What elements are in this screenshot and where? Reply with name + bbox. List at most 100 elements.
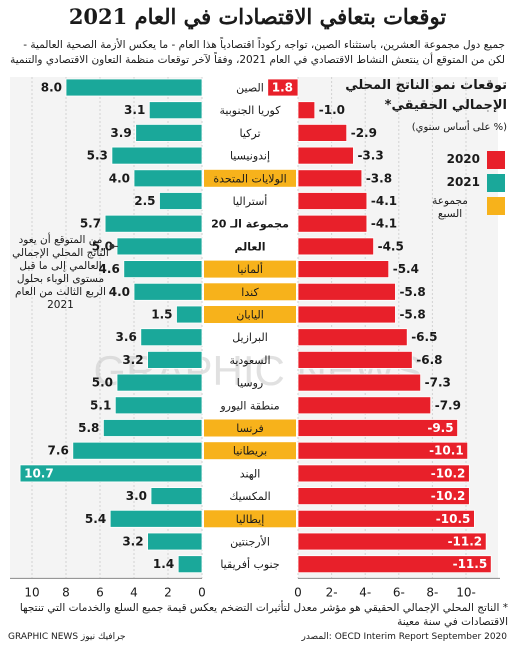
bar-2020-label: -11.2 <box>448 535 483 549</box>
intro-line-1: جميع دول مجموعة العشرين، باستثناء الصين،… <box>23 39 505 51</box>
bar-2020-label: -4.1 <box>371 217 397 231</box>
legend-swatch-g7 <box>487 197 505 215</box>
bar-2020 <box>297 532 487 551</box>
legend-label-2021: 2021 <box>446 175 480 189</box>
bar-2021 <box>116 237 203 256</box>
bar-2020-label: -7.9 <box>435 398 461 412</box>
bar-2021-label: 4.0 <box>109 171 130 185</box>
bar-2021 <box>148 101 203 120</box>
bar-2020-label: -9.5 <box>427 421 453 435</box>
bar-2020-label: -1.0 <box>319 103 345 117</box>
bar-2020 <box>297 328 408 347</box>
bar-2020 <box>297 146 354 165</box>
bar-2020-label: -5.8 <box>399 308 425 322</box>
category-label: إيطاليا <box>236 513 265 526</box>
legend-label-2020: 2020 <box>446 152 480 166</box>
category-label: روسيا <box>237 377 264 390</box>
bar-2020 <box>267 78 299 97</box>
bar-2020 <box>297 419 459 437</box>
g7-highlight <box>204 306 296 323</box>
bar-2021-label: 3.2 <box>122 535 143 549</box>
bar-2020 <box>297 237 374 256</box>
bar-2021-label: 3.6 <box>116 330 137 344</box>
right-axis-tick: 6- <box>393 585 405 599</box>
category-label: اليابان <box>236 309 264 322</box>
g7-highlight <box>204 442 296 460</box>
bar-2021-label: 5.8 <box>78 421 99 435</box>
bar-2020-label: -10.2 <box>431 466 466 480</box>
bar-2021-label: 7.6 <box>48 444 69 458</box>
footnote: * الناتج المحلي الإجمالي الحقيقي هو مؤشر… <box>19 602 508 628</box>
legend-swatch-2020 <box>487 151 505 169</box>
category-label: كوريا الجنوبية <box>220 104 282 117</box>
bar-2021 <box>140 328 203 347</box>
bar-2020 <box>297 373 422 392</box>
bar-2020-label: -6.8 <box>416 353 442 367</box>
left-axis-tick: 10 <box>24 585 39 599</box>
bar-2021 <box>177 555 203 574</box>
bar-2020 <box>297 487 470 506</box>
g7-highlight <box>204 419 296 437</box>
left-axis-tick: 0 <box>198 585 206 599</box>
bar-2021 <box>19 464 203 483</box>
bar-2021 <box>72 441 203 460</box>
bar-2021-label: 5.1 <box>90 398 111 412</box>
bar-2021 <box>111 146 203 165</box>
intro-line-2: لكن من المتوقع أن ينتعش النشاط الاقتصادي… <box>10 54 505 66</box>
bar-2021-label: 8.0 <box>41 81 62 95</box>
bar-2021-label: 10.7 <box>24 466 54 480</box>
bar-2021-label: 1.5 <box>151 308 172 322</box>
bar-2020-label: -10.2 <box>431 489 466 503</box>
bar-2020-label: -7.3 <box>425 376 451 390</box>
g7-highlight <box>204 283 296 301</box>
category-label: كندا <box>241 286 259 299</box>
bar-2020 <box>297 169 363 188</box>
right-axis-tick: 10- <box>456 585 476 599</box>
bar-2021-label: 5.0 <box>92 239 113 253</box>
bar-2021-label: 5.3 <box>87 149 108 163</box>
left-axis-tick: 6 <box>96 585 104 599</box>
bar-2021 <box>116 373 203 392</box>
right-axis-tick: 2- <box>326 585 338 599</box>
bar-2020-label: -4.1 <box>371 194 397 208</box>
bar-2020 <box>297 350 413 369</box>
bar-2021-label: 3.9 <box>110 126 131 140</box>
bar-2021-label: 1.4 <box>153 557 174 571</box>
bar-2021 <box>150 487 203 506</box>
bar-2020 <box>297 464 470 483</box>
category-label: أستراليا <box>233 194 268 208</box>
legend-label-g7: مجموعة السبع <box>432 195 468 220</box>
bar-2021-label: 3.2 <box>122 353 143 367</box>
bar-2021-label: 5.0 <box>92 376 113 390</box>
category-label: البرازيل <box>232 331 268 344</box>
left-axis-tick: 4 <box>130 585 138 599</box>
category-label: الولايات المتحدة <box>213 172 286 185</box>
bar-2021 <box>135 124 203 142</box>
chart-subtitle-1: توقعات نمو الناتج المحلي <box>345 78 507 93</box>
bar-2020-label: -11.5 <box>453 557 488 571</box>
category-label: فرنسا <box>236 422 264 435</box>
bar-2021 <box>123 260 203 279</box>
bar-2020-label: -3.8 <box>366 171 392 185</box>
bar-2020 <box>297 214 368 233</box>
category-label: الهند <box>240 467 261 480</box>
category-label: منطقة اليورو <box>219 399 279 412</box>
bar-2020 <box>297 396 432 415</box>
bar-2021-label: 2.5 <box>134 194 155 208</box>
left-axis-tick: 8 <box>62 585 70 599</box>
bar-2020-label: -6.5 <box>411 330 437 344</box>
bar-2021-label: 4.0 <box>109 285 130 299</box>
bar-2021-label: 3.1 <box>124 103 145 117</box>
bar-2021 <box>103 419 203 437</box>
g7-highlight <box>204 510 296 528</box>
bar-2020-label: -5.8 <box>399 285 425 299</box>
bar-2021-label: 5.4 <box>85 512 106 526</box>
bar-2020 <box>297 282 396 301</box>
bar-2021 <box>104 214 203 233</box>
right-axis-tick: 0 <box>294 585 302 599</box>
category-label: المكسيك <box>229 490 270 503</box>
category-label: العالم <box>235 240 266 253</box>
bar-2020 <box>297 305 396 324</box>
legend-swatch-2021 <box>487 174 505 192</box>
category-label: الأرجنتين <box>230 535 270 549</box>
